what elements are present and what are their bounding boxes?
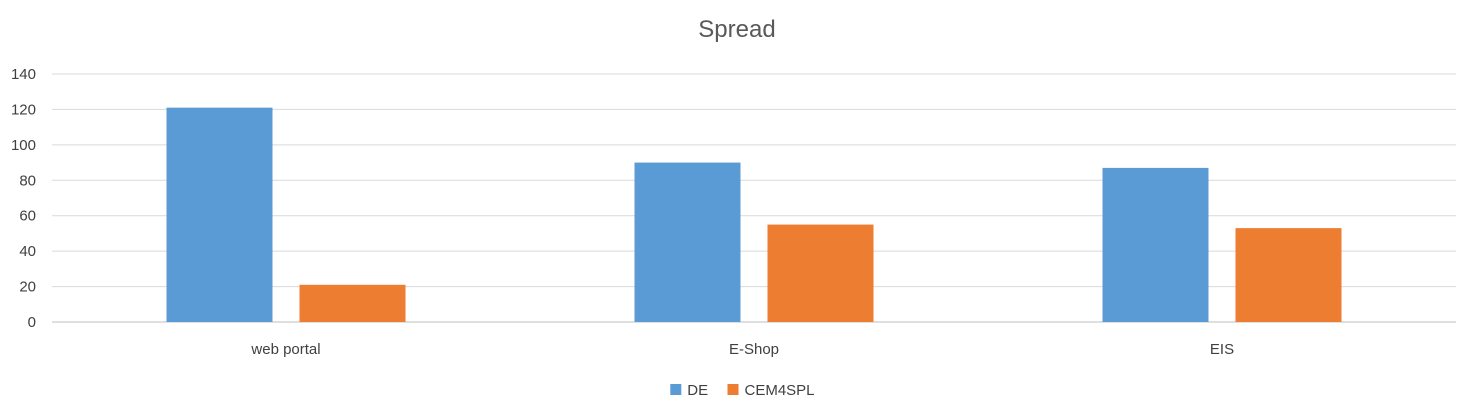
x-category-label: EIS	[1210, 341, 1234, 358]
legend-swatch-cem4spl	[727, 384, 739, 395]
x-axis-category-labels: web portal E-Shop EIS	[250, 341, 1234, 358]
bar-cem4spl-web-portal	[299, 284, 406, 322]
legend-label: DE	[687, 382, 708, 399]
x-category-label: web portal	[250, 341, 320, 358]
x-category-label: E-Shop	[729, 341, 779, 358]
legend-swatch-de	[670, 384, 682, 395]
bar-cem4spl-eis	[1235, 228, 1342, 322]
y-tick-label: 120	[11, 101, 36, 118]
bars	[166, 107, 1342, 323]
y-tick-label: 80	[19, 172, 36, 189]
y-axis-tick-labels: 0 20 40 60 80 100 120 140	[11, 66, 36, 331]
legend-label: CEM4SPL	[745, 382, 815, 399]
y-tick-label: 100	[11, 137, 36, 154]
legend: DE CEM4SPL	[670, 382, 815, 399]
bar-de-e-shop	[634, 162, 741, 322]
bar-de-eis	[1102, 167, 1209, 322]
bar-cem4spl-e-shop	[767, 224, 874, 322]
y-tick-label: 60	[19, 208, 36, 225]
y-tick-label: 40	[19, 243, 36, 260]
y-tick-label: 20	[19, 279, 36, 296]
bar-de-web-portal	[166, 107, 273, 323]
chart-title: Spread	[698, 16, 775, 43]
y-tick-label: 140	[11, 66, 36, 83]
gridlines	[52, 73, 1456, 323]
y-tick-label: 0	[28, 314, 36, 331]
